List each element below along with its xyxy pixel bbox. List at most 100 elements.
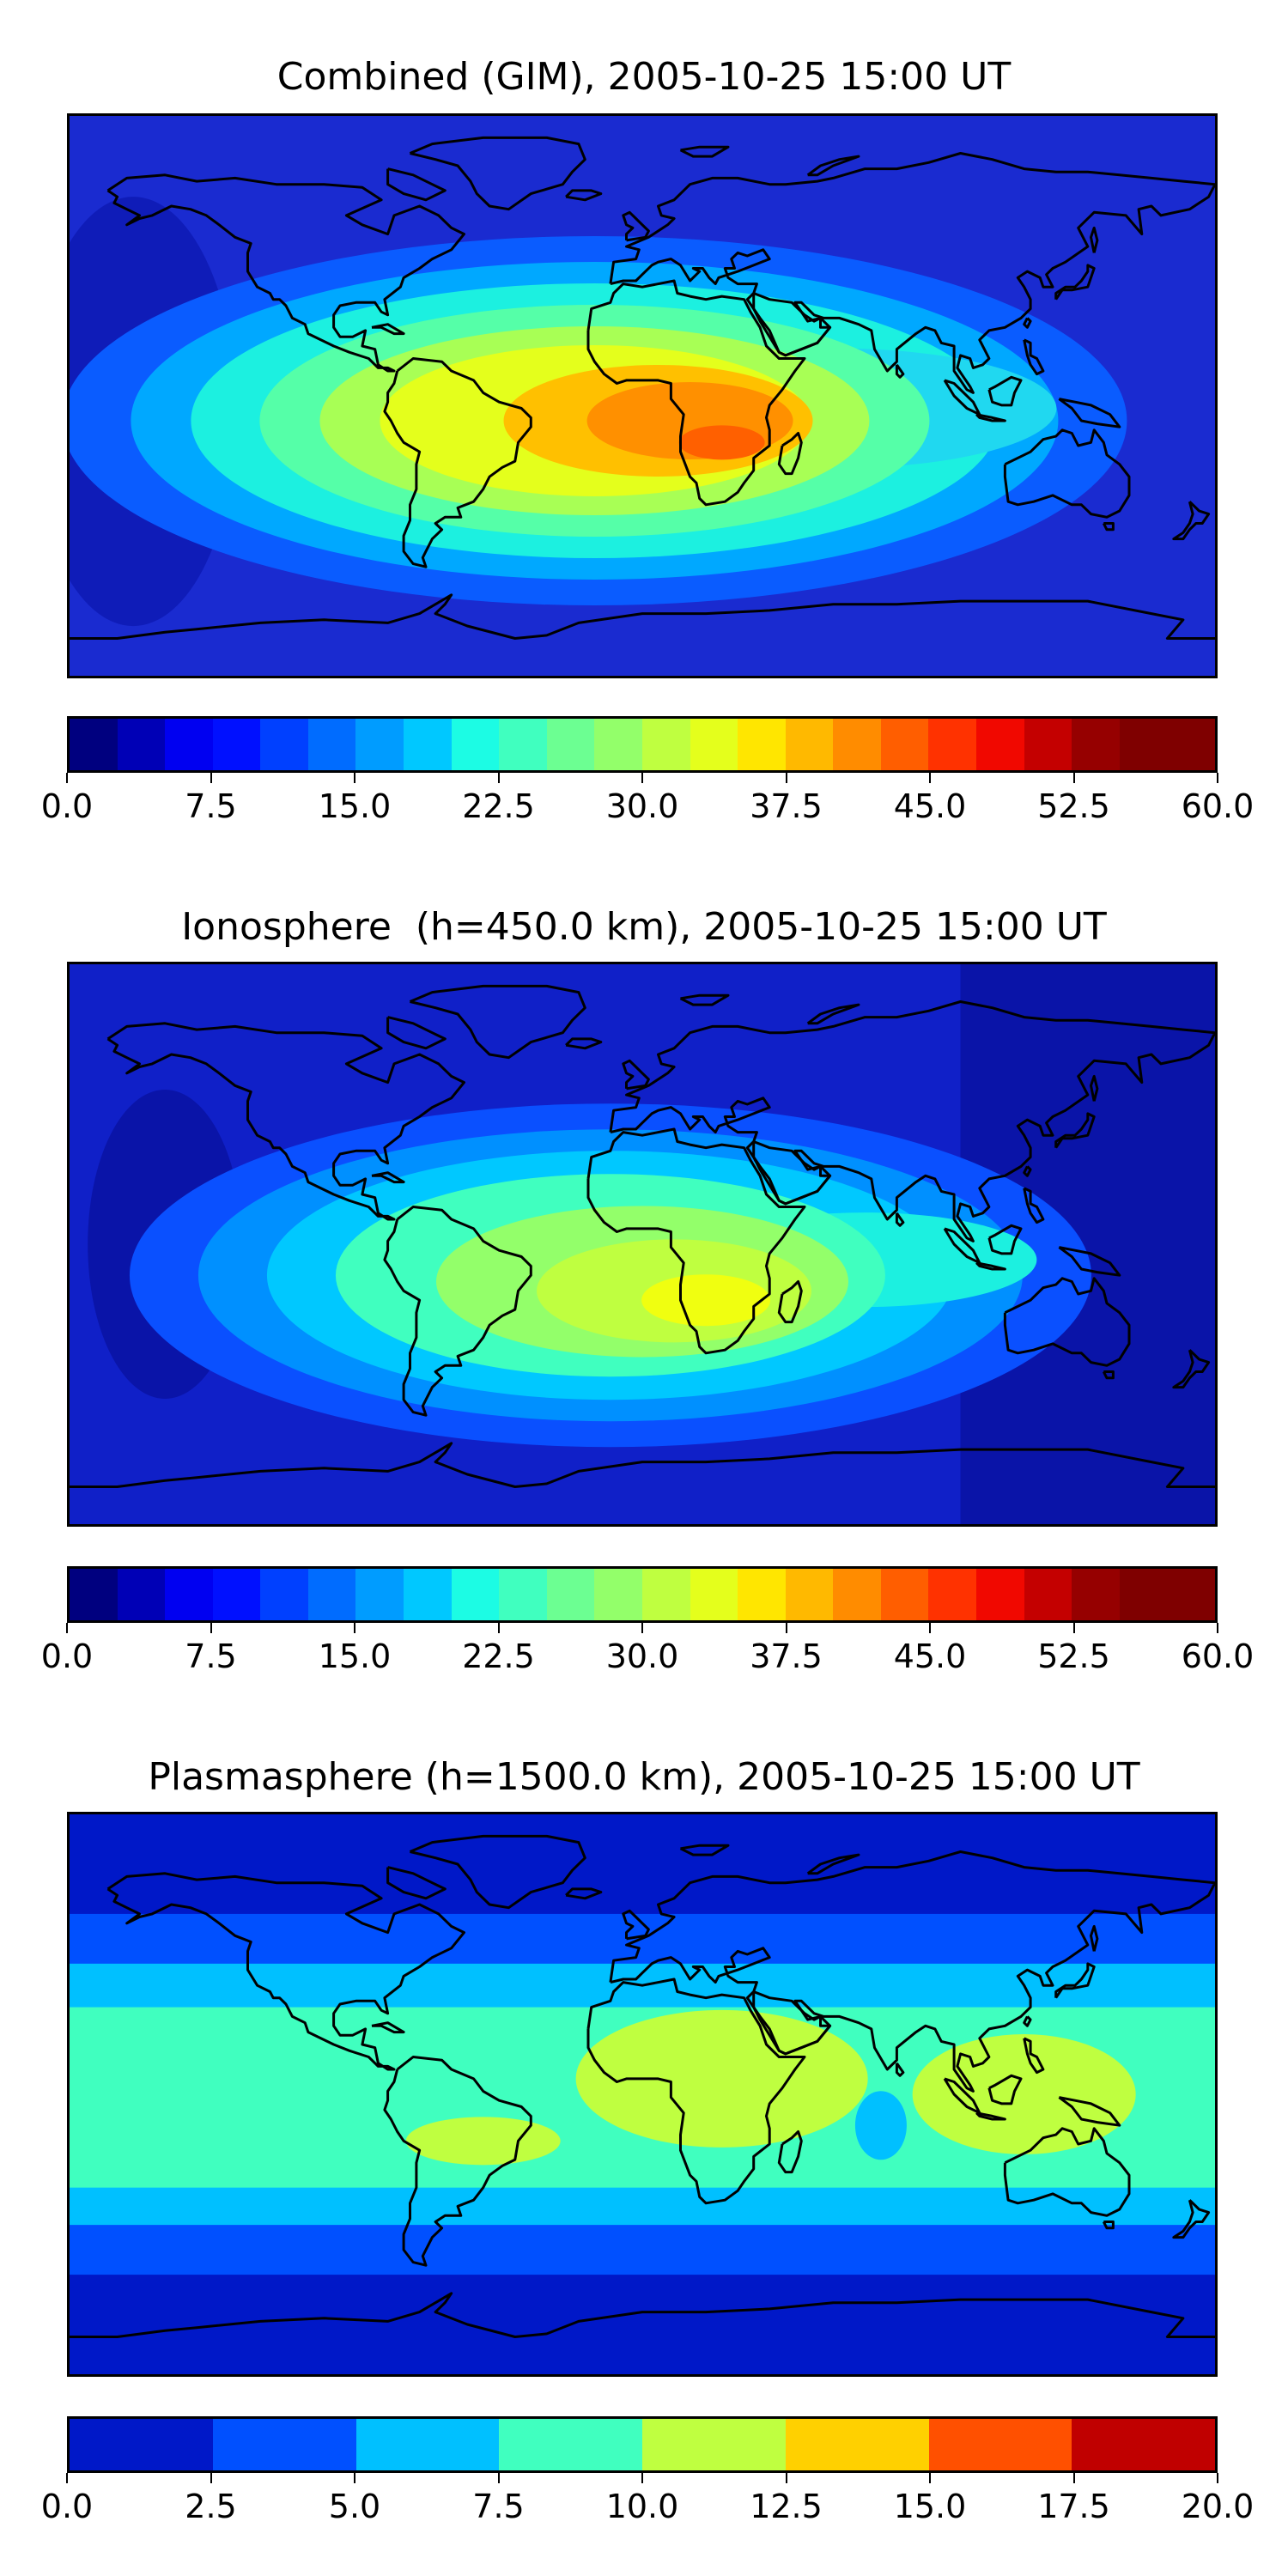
coastline-south-america xyxy=(383,2056,532,2267)
tick-mark xyxy=(1217,2473,1218,2483)
colorbar-segment xyxy=(451,1569,500,1620)
coastline-north-america xyxy=(106,173,465,373)
coastline-madagascar xyxy=(777,1280,803,1324)
tick-label: 15.0 xyxy=(318,1637,392,1675)
tick-label: 52.5 xyxy=(1037,1637,1110,1675)
coastline-svalbard xyxy=(679,145,730,158)
colorbar-segment xyxy=(355,2419,500,2470)
coastline-africa xyxy=(586,1127,806,1355)
tick-mark xyxy=(66,773,68,783)
colorbar-segment xyxy=(880,1569,929,1620)
tick-label: 37.5 xyxy=(750,1637,823,1675)
tick-mark xyxy=(641,773,643,783)
colorbar-segment xyxy=(117,719,166,770)
tick-label: 45.0 xyxy=(893,787,967,825)
coastline-arabia xyxy=(752,1990,832,2056)
tick-mark xyxy=(1072,773,1075,783)
colorbar-segment xyxy=(1167,719,1215,770)
colorbar-segment xyxy=(975,719,1024,770)
colorbar-segment xyxy=(641,1569,690,1620)
tick-mark xyxy=(929,773,931,783)
chart-title-ionosphere: Ionosphere (h=450.0 km), 2005-10-25 15:0… xyxy=(181,905,1107,949)
africa-max xyxy=(575,2009,868,2148)
colorbar-segment xyxy=(690,1569,738,1620)
coastline-new-guinea xyxy=(1058,2096,1121,2127)
tick-mark xyxy=(354,2473,355,2483)
colorbar-segment xyxy=(738,1569,786,1620)
tick-mark xyxy=(210,1623,212,1633)
coastline-great-britain xyxy=(622,1909,650,1941)
tick-label: 0.0 xyxy=(40,1637,94,1675)
tick-label: 5.0 xyxy=(328,2488,381,2525)
tick-mark xyxy=(785,2473,787,2483)
tick-label: 15.0 xyxy=(318,787,392,825)
colorbar-segment xyxy=(1024,719,1072,770)
coastline-sri-lanka xyxy=(895,2062,905,2077)
tick-mark xyxy=(497,1623,500,1633)
coastline-japan xyxy=(1054,1962,1096,1999)
peak-core xyxy=(641,1274,771,1327)
colorbar-segment xyxy=(833,719,881,770)
map-ionosphere xyxy=(67,962,1218,1527)
coastline-java xyxy=(975,2111,1006,2121)
colorbar-segment xyxy=(499,719,547,770)
colorbar-ticks-combined: 0.0 7.5 15.0 22.5 30.0 37.5 45.0 52.5 60.0 xyxy=(41,773,1254,825)
tick-label: 45.0 xyxy=(893,1637,967,1675)
coastline-tasmania xyxy=(1102,522,1115,532)
tick-mark xyxy=(66,2473,68,2483)
colorbar-segment xyxy=(212,2419,356,2470)
coastline-cuba xyxy=(371,2021,405,2034)
coastline-australia xyxy=(1003,1277,1131,1367)
coastline-antarctica xyxy=(70,2292,1215,2338)
colorbar-segment xyxy=(1119,1569,1168,1620)
colorbar-segment xyxy=(594,719,642,770)
coastline-new-zealand xyxy=(1172,2199,1211,2239)
coastline-borneo xyxy=(987,375,1023,407)
tick-label: 22.5 xyxy=(462,1637,535,1675)
coastline-new-guinea xyxy=(1058,398,1121,428)
tick-mark xyxy=(1217,1623,1218,1633)
tick-label: 0.0 xyxy=(40,787,94,825)
colorbar-segment xyxy=(785,1569,834,1620)
colorbar-segment xyxy=(641,719,690,770)
colorbar-segment xyxy=(1072,719,1120,770)
tick-mark xyxy=(929,1623,931,1633)
colorbar-segment xyxy=(212,719,261,770)
maritime-continent-max xyxy=(912,2034,1136,2154)
coastline-borneo xyxy=(987,1224,1023,1255)
colorbar-segment xyxy=(642,2419,786,2470)
tick-label: 60.0 xyxy=(1181,1637,1255,1675)
coastline-iceland xyxy=(565,1887,603,1900)
coastline-north-america xyxy=(106,1022,465,1221)
colorbar-ticks-plasmasphere: 0.0 2.5 5.0 7.5 10.0 12.5 15.0 17.5 20.0 xyxy=(41,2473,1254,2525)
colorbar-ticks-ionosphere: 0.0 7.5 15.0 22.5 30.0 37.5 45.0 52.5 60.0 xyxy=(41,1623,1254,1675)
colorbar-segment xyxy=(260,719,308,770)
coastline-svalbard xyxy=(679,1844,730,1856)
tick-mark xyxy=(1217,773,1218,783)
coastline-eurasia xyxy=(609,1000,1215,1242)
coastline-philippines xyxy=(1023,1187,1045,1224)
colorbar-segment xyxy=(307,1569,356,1620)
tick-mark xyxy=(497,773,500,783)
coastline-greenland xyxy=(409,136,586,211)
coastline-new-zealand xyxy=(1172,501,1211,541)
colorbar-segment xyxy=(451,719,500,770)
colorbar-segment xyxy=(165,719,213,770)
tick-label: 52.5 xyxy=(1037,787,1110,825)
coastline-arabia xyxy=(752,292,832,357)
tick-label: 0.0 xyxy=(40,2488,94,2525)
tick-label: 37.5 xyxy=(750,787,823,825)
coastline-north-america xyxy=(106,1872,465,2071)
colorbar-segment xyxy=(1072,1569,1120,1620)
coastline-baffin-island xyxy=(386,1866,447,1900)
tick-label: 15.0 xyxy=(893,2488,967,2525)
tick-label: 7.5 xyxy=(185,1637,237,1675)
colorbar-segment xyxy=(594,1569,642,1620)
map-combined xyxy=(67,113,1218,678)
map-plasmasphere xyxy=(67,1812,1218,2377)
coastline-philippines xyxy=(1023,2037,1045,2075)
coastline-japan xyxy=(1054,264,1096,301)
coastline-java xyxy=(975,1261,1006,1271)
coastline-greenland xyxy=(409,1834,586,1910)
coastline-cuba xyxy=(371,1171,405,1184)
